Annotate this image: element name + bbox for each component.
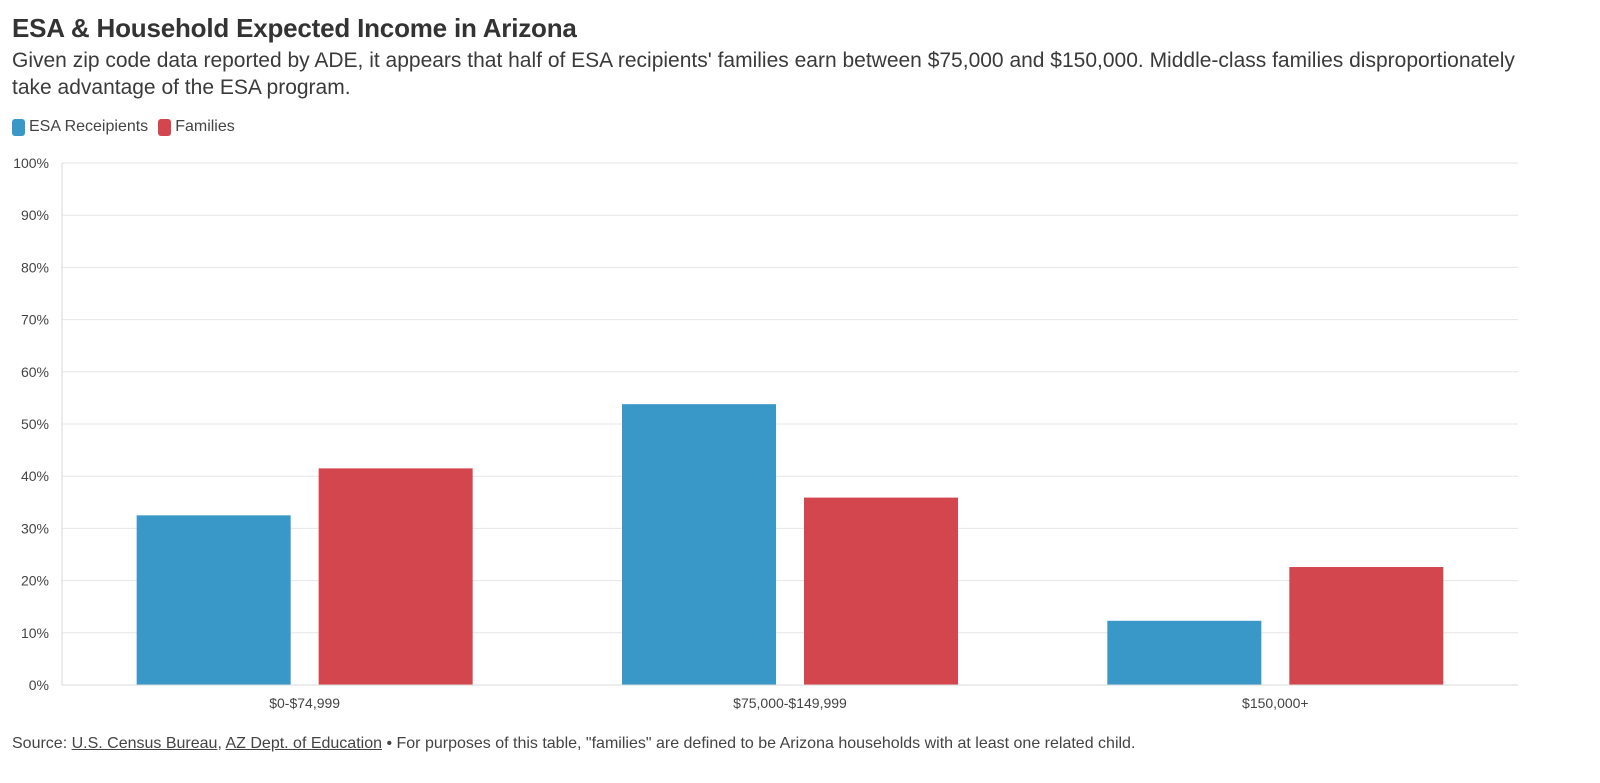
source-prefix: Source:: [12, 735, 72, 752]
legend: ESA Receipients Families: [12, 118, 235, 136]
census-bureau-link[interactable]: U.S. Census Bureau: [71, 735, 218, 752]
bar-esa: [622, 404, 776, 685]
bar-esa: [136, 515, 291, 685]
legend-label-esa: ESA Receipients: [29, 118, 149, 135]
footer-note: • For purposes of this table, "families"…: [382, 735, 1136, 752]
y-tick-label: 60%: [21, 364, 49, 380]
y-tick-label: 10%: [21, 625, 49, 641]
bar-families: [1289, 567, 1444, 685]
y-tick-label: 100%: [13, 155, 49, 171]
bar-chart: 0% 10% 20% 30% 40% 50% 60% 70% 80% 90% 100% $0-$74,…: [13, 155, 1518, 711]
chart-subtitle: Given zip code data reported by ADE, it …: [12, 49, 1515, 99]
x-tick-label: $150,000+: [1242, 695, 1309, 711]
y-tick-label: 90%: [21, 207, 49, 223]
x-tick-label: $0-$74,999: [269, 695, 340, 711]
y-tick-label: 0%: [29, 677, 49, 693]
y-tick-label: 70%: [21, 312, 49, 328]
legend-label-families: Families: [175, 118, 235, 135]
legend-swatch-esa: [12, 118, 25, 136]
source-separator: ,: [217, 735, 226, 752]
y-tick-label: 80%: [21, 259, 49, 275]
source-footer: Source: U.S. Census Bureau, AZ Dept. of …: [12, 735, 1135, 753]
y-tick-label: 20%: [21, 573, 49, 589]
y-tick-label: 50%: [21, 416, 49, 432]
x-tick-label: $75,000-$149,999: [733, 695, 847, 711]
legend-swatch-families: [158, 118, 172, 136]
y-tick-label: 30%: [21, 520, 49, 536]
az-education-link[interactable]: AZ Dept. of Education: [225, 735, 382, 752]
legend-item-esa[interactable]: ESA Receipients: [12, 118, 148, 136]
bar-families: [318, 468, 473, 685]
bar-esa: [1107, 620, 1262, 685]
bar-families: [804, 497, 958, 685]
legend-item-families[interactable]: Families: [158, 118, 235, 136]
chart-title: ESA & Household Expected Income in Arizo…: [12, 13, 577, 43]
y-tick-label: 40%: [21, 468, 49, 484]
